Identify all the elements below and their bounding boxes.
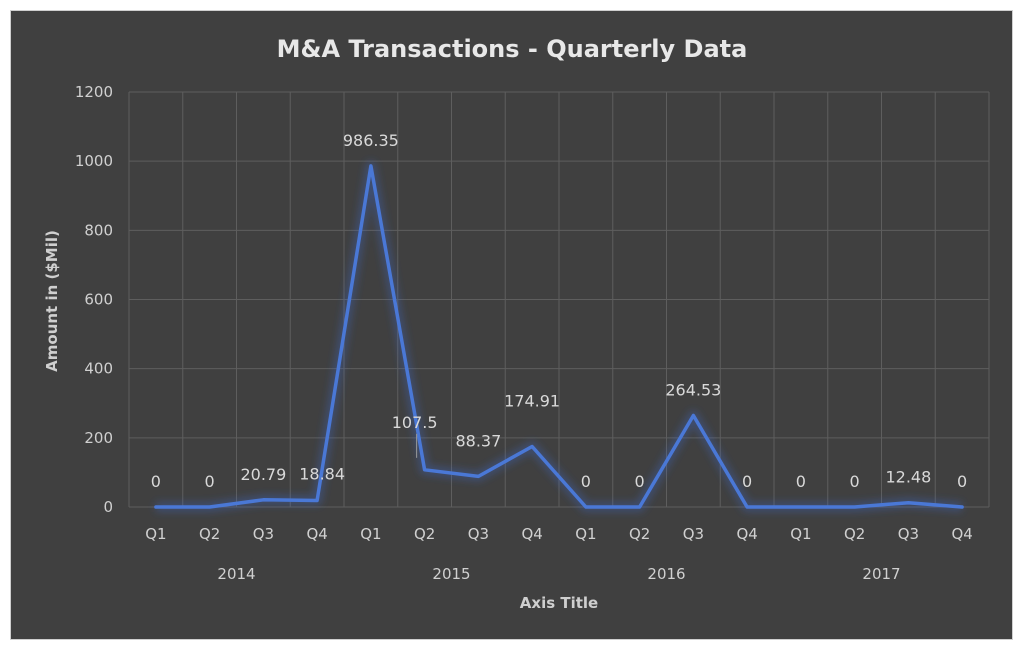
data-label: 0 — [635, 472, 645, 491]
x-tick-label: Q1 — [575, 525, 596, 543]
line-chart: M&A Transactions - Quarterly Data 0 200 40… — [43, 35, 990, 612]
x-axis-title: Axis Title — [520, 594, 598, 612]
data-label: 18.84 — [299, 464, 345, 483]
x-tick-label: Q4 — [951, 525, 972, 543]
x-tick-label: Q1 — [145, 525, 166, 543]
x-tick-label: Q1 — [790, 525, 811, 543]
x-tick-label: Q3 — [468, 525, 489, 543]
chart-title: M&A Transactions - Quarterly Data — [277, 35, 748, 63]
data-label: 0 — [796, 472, 806, 491]
data-label: 88.37 — [455, 431, 501, 450]
data-label: 0 — [850, 472, 860, 491]
data-label: 107.5 — [392, 413, 438, 432]
data-label: 0 — [205, 472, 215, 491]
data-label: 0 — [151, 472, 161, 491]
x-tick-label: Q2 — [414, 525, 435, 543]
data-label: 20.79 — [240, 465, 286, 484]
x-tick-label: Q2 — [629, 525, 650, 543]
y-tick-label: 1000 — [75, 152, 113, 170]
data-label: 264.53 — [665, 381, 721, 400]
y-tick-label: 600 — [84, 291, 113, 309]
x-tick-label: Q4 — [521, 525, 542, 543]
y-tick-label: 400 — [84, 360, 113, 378]
y-tick-label: 1200 — [75, 83, 113, 101]
gridlines — [128, 91, 990, 508]
data-labels: 0 0 20.79 18.84 986.35 107.5 88.37 174.91 0 0 264.… — [151, 131, 967, 491]
x-tick-label: Q3 — [253, 525, 274, 543]
y-tick-label: 0 — [103, 498, 113, 516]
x-group-label: 2015 — [432, 565, 470, 583]
data-label: 0 — [957, 472, 967, 491]
x-tick-label: Q3 — [683, 525, 704, 543]
data-label: 12.48 — [885, 468, 931, 487]
x-tick-label: Q2 — [199, 525, 220, 543]
y-axis-title: Amount in ($Mil) — [43, 230, 61, 372]
x-group-label: 2016 — [647, 565, 685, 583]
data-label: 0 — [742, 472, 752, 491]
x-group-label: 2014 — [217, 565, 255, 583]
chart-frame: M&A Transactions - Quarterly Data 0 200 40… — [10, 10, 1013, 640]
series-line — [154, 164, 964, 509]
y-tick-label: 200 — [84, 429, 113, 447]
x-group-label: 2017 — [862, 565, 900, 583]
x-tick-label: Q3 — [898, 525, 919, 543]
data-label: 986.35 — [343, 131, 399, 150]
x-tick-label: Q2 — [844, 525, 865, 543]
y-axis-tick-labels: 0 200 400 600 800 1000 1200 — [75, 83, 113, 516]
data-label: 174.91 — [504, 392, 560, 411]
y-tick-label: 800 — [84, 221, 113, 239]
x-axis-group-labels: 2014 2015 2016 2017 — [217, 565, 900, 583]
x-tick-label: Q4 — [736, 525, 757, 543]
series-layer — [154, 160, 964, 512]
data-label: 0 — [581, 472, 591, 491]
x-tick-label: Q4 — [306, 525, 327, 543]
x-tick-label: Q1 — [360, 525, 381, 543]
x-axis-tick-labels: Q1 Q2 Q3 Q4 Q1 Q2 Q3 Q4 Q1 Q2 Q3 Q4 Q1 Q2 Q3 Q4 — [145, 525, 973, 543]
